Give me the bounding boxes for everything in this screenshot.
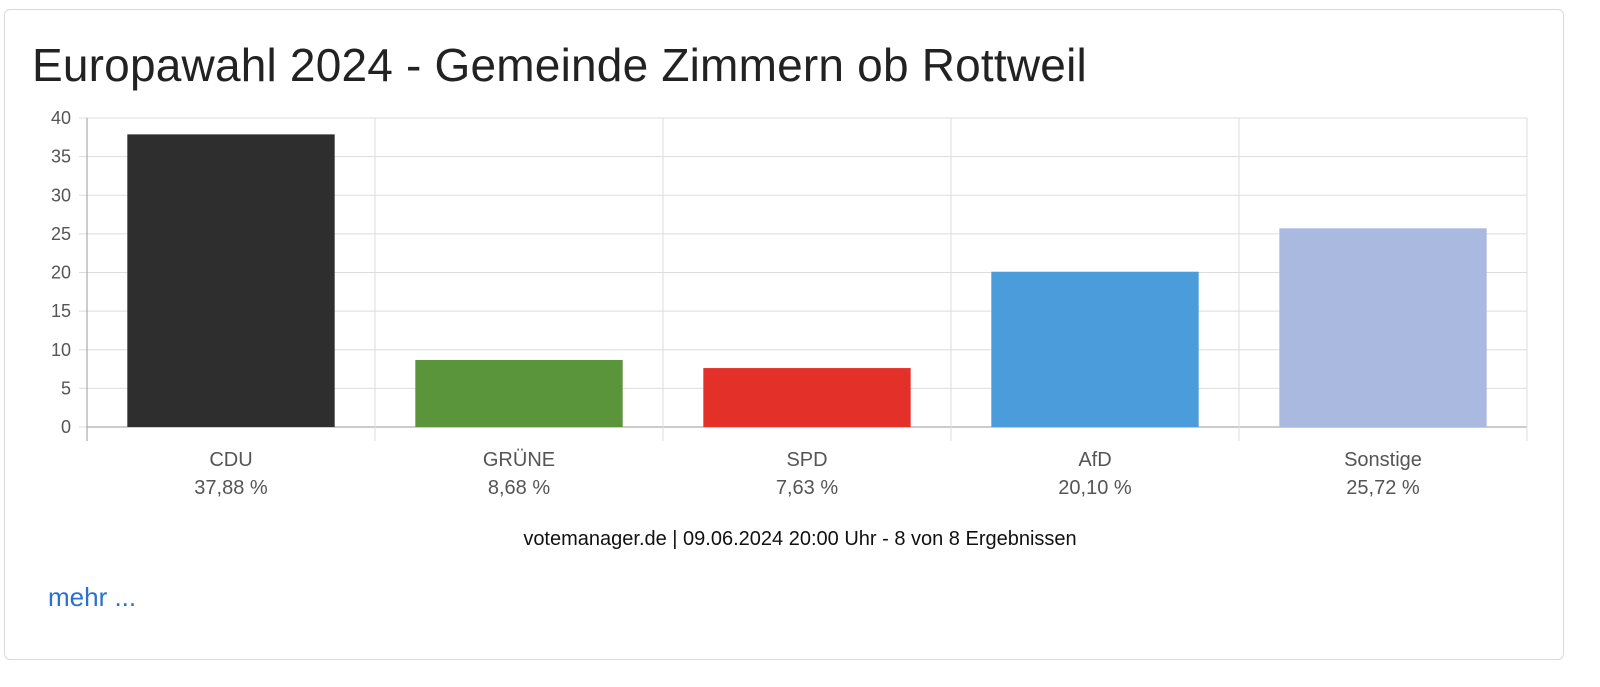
y-tick-label: 10 [51,340,71,360]
x-category-label: Sonstige [1344,449,1422,471]
y-tick-label: 30 [51,185,71,205]
y-tick-label: 40 [51,108,71,128]
x-value-label: 25,72 % [1346,477,1420,499]
x-value-label: 37,88 % [194,477,268,499]
x-category-label: AfD [1078,449,1111,471]
y-tick-label: 5 [61,378,71,398]
y-tick-label: 15 [51,301,71,321]
source-note: votemanager.de | 09.06.2024 20:00 Uhr - … [523,528,1077,550]
x-value-label: 7,63 % [776,477,838,499]
x-category-label: CDU [209,449,252,471]
x-category-label: SPD [786,449,827,471]
y-tick-label: 20 [51,263,71,283]
bar-grüne [415,359,623,427]
bar-afd [991,271,1199,427]
bar-sonstige [1279,228,1487,427]
bar-spd [703,368,911,427]
more-link[interactable]: mehr ... [48,582,137,612]
y-tick-label: 35 [51,147,71,167]
y-tick-label: 0 [61,417,71,437]
y-tick-label: 25 [51,224,71,244]
bar-cdu [127,134,335,427]
x-value-label: 8,68 % [488,477,550,499]
x-value-label: 20,10 % [1058,477,1132,499]
x-category-label: GRÜNE [483,449,555,471]
page-title: Europawahl 2024 - Gemeinde Zimmern ob Ro… [32,39,1087,91]
